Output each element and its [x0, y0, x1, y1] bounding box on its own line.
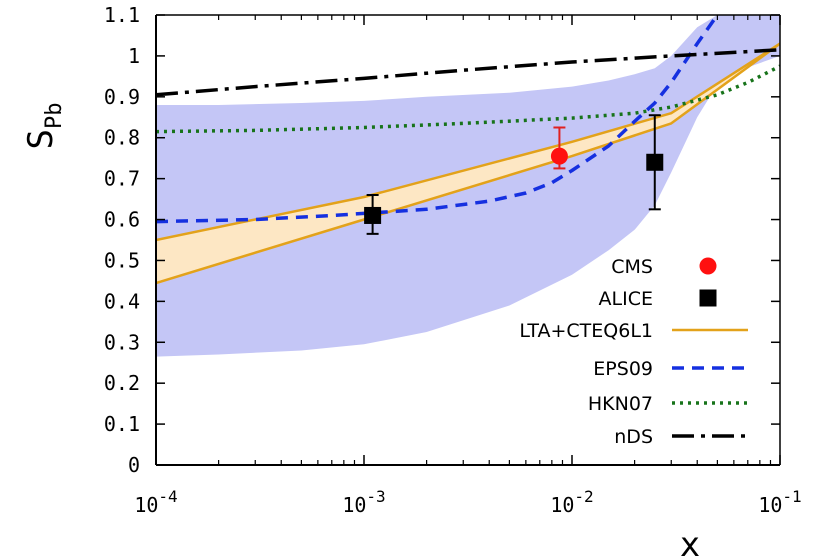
y-tick-label: 0.9 [104, 85, 140, 109]
series-line-eps09-2 [156, 15, 720, 224]
y-tick-label: 0 [128, 453, 140, 477]
x-axis-title: x [680, 525, 700, 560]
y-tick-label: 0.1 [104, 412, 140, 436]
x-tick-label: 10-4 [134, 487, 177, 517]
series-line-lta-upper-1 [156, 42, 780, 242]
band-layer [156, 15, 780, 357]
cms-point [550, 126, 568, 170]
y-tick-label: 1 [128, 44, 140, 68]
y-axis-title-main: S [21, 129, 61, 149]
y-tick-label: 0.5 [104, 248, 140, 272]
legend-item-lta-cteq6l1: LTA+CTEQ6L1 [519, 320, 748, 342]
y-axis-title-subscript: Pb [42, 103, 67, 130]
y-tick-label: 0.3 [104, 330, 140, 354]
legend-label: ALICE [599, 288, 653, 310]
alice-marker [364, 206, 382, 224]
series-layer [156, 15, 780, 285]
axes: 0 0.1 0.2 0.3 0.4 0.5 0.6 0.7 0.8 0.9 1 1.1 10-4 10-3… [104, 3, 802, 517]
x-tick-label: 10-1 [758, 487, 801, 517]
cms-marker [550, 147, 568, 165]
legend-label: nDS [614, 426, 653, 448]
legend-item-alice: ALICE [599, 288, 717, 310]
x-tick-label: 10-3 [342, 487, 385, 517]
series-line-hkn07-3 [156, 64, 780, 134]
legend-item-cms: CMS [611, 256, 717, 278]
y-tick-label: 1.1 [104, 3, 140, 27]
series-line-nds-4 [156, 48, 780, 97]
y-tick-label: 0.7 [104, 167, 140, 191]
legend-label: CMS [611, 256, 653, 278]
legend-marker-circle [699, 257, 717, 275]
legend-label: LTA+CTEQ6L1 [519, 320, 653, 342]
y-axis-title: SPb [21, 103, 67, 150]
alice-marker [646, 153, 664, 171]
x-tick-label: 10-2 [550, 487, 593, 517]
alice-point [364, 194, 382, 235]
band-lta-cteq6l1 [156, 43, 780, 283]
legend: CMS ALICE LTA+CTEQ6L1 EPS09 HKN07 nDS [519, 256, 748, 448]
points-layer [364, 114, 664, 235]
alice-point [646, 114, 664, 211]
y-tick-label: 0.8 [104, 126, 140, 150]
legend-item-nds: nDS [614, 426, 748, 448]
legend-label: EPS09 [593, 358, 653, 380]
y-tick-label: 0.4 [104, 289, 140, 313]
y-tick-label: 0.6 [104, 208, 140, 232]
svg-text:SPb: SPb [21, 103, 67, 150]
legend-item-hkn07: HKN07 [588, 393, 748, 415]
legend-marker-square [699, 289, 717, 307]
y-tick-label: 0.2 [104, 371, 140, 395]
legend-label: HKN07 [588, 393, 653, 415]
legend-item-eps09: EPS09 [593, 358, 748, 380]
